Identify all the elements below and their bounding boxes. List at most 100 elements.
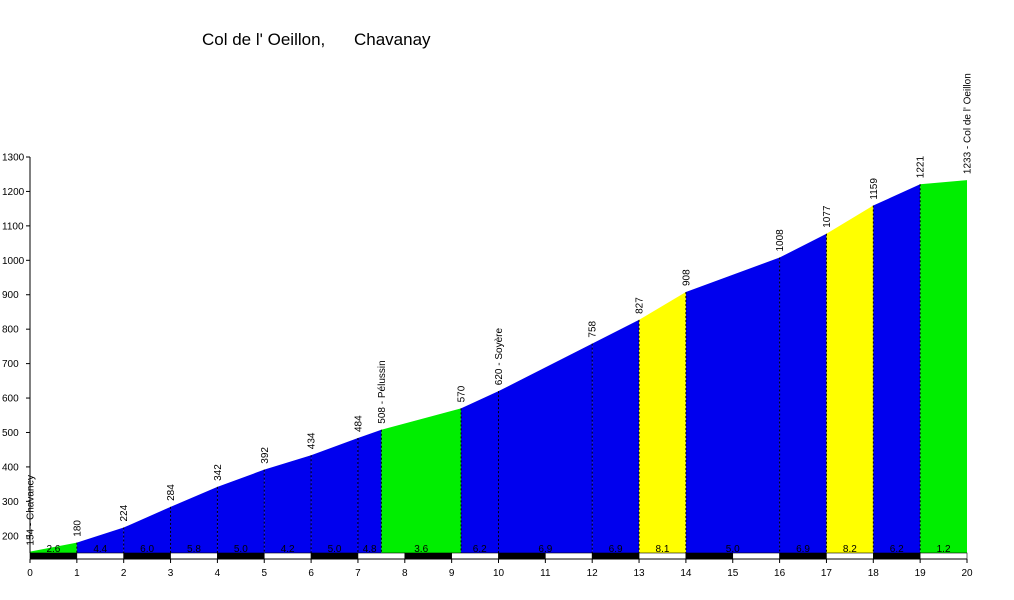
y-tick-label-400: 400 xyxy=(2,462,19,473)
y-tick-label-700: 700 xyxy=(2,359,19,370)
y-tick-label-1300: 1300 xyxy=(2,153,25,164)
km-strip-15 xyxy=(732,552,780,560)
gradient-label-9: 3.6 xyxy=(414,544,428,555)
elevation-label-18: 1233 - Col de l' Oeillon xyxy=(963,73,974,174)
x-tick-label-5: 5 xyxy=(261,568,267,579)
elevation-label-8: 508 - Pélussin xyxy=(377,360,388,423)
elevation-label-6: 434 xyxy=(307,432,318,449)
gradient-label-3: 6.0 xyxy=(140,544,154,555)
gradient-label-6: 4.2 xyxy=(281,544,295,555)
profile-segment-17 xyxy=(873,184,921,553)
km-strip-8 xyxy=(404,552,452,560)
x-tick-label-16: 16 xyxy=(774,568,786,579)
x-tick-label-13: 13 xyxy=(633,568,645,579)
y-tick-label-800: 800 xyxy=(2,325,19,336)
elevation-label-9: 570 xyxy=(457,385,468,402)
y-tick-label-1200: 1200 xyxy=(2,187,25,198)
elevation-label-11: 758 xyxy=(588,320,599,337)
gradient-label-4: 5.8 xyxy=(187,544,201,555)
gradient-label-12: 6.9 xyxy=(609,544,623,555)
elevation-label-16: 1159 xyxy=(869,178,880,200)
profile-segment-15 xyxy=(779,233,827,554)
x-tick-label-15: 15 xyxy=(727,568,739,579)
y-tick-label-600: 600 xyxy=(2,394,19,405)
gradient-label-10: 6.2 xyxy=(473,544,487,555)
profile-segment-7 xyxy=(311,437,358,553)
x-tick-label-18: 18 xyxy=(868,568,880,579)
axes-group: 2003004005006007008009001000110012001300… xyxy=(2,153,973,580)
x-tick-label-4: 4 xyxy=(215,568,221,579)
gradient-label-7: 5.0 xyxy=(328,544,342,555)
x-tick-label-1: 1 xyxy=(74,568,80,579)
km-strip-group: 2.6 4.4 6.0 5.8 5.0 4.2 5.0 4.8 3.6 6.2 6.9 6.9 8.1 5… xyxy=(29,544,968,560)
gradient-label-18: 1.2 xyxy=(937,544,951,555)
profile-segment-18 xyxy=(920,180,967,553)
y-tick-label-1000: 1000 xyxy=(2,256,25,267)
elevation-label-4: 342 xyxy=(213,464,224,481)
gradient-label-5: 5.0 xyxy=(234,544,248,555)
elevation-label-17: 1221 xyxy=(916,156,927,179)
x-tick-label-14: 14 xyxy=(680,568,692,579)
chart-title-row: Col de l' Oeillon, Chavanay xyxy=(0,30,1014,60)
gradient-label-1: 2.6 xyxy=(46,544,60,555)
elevation-label-14: 1008 xyxy=(775,229,786,252)
profile-segment-10 xyxy=(461,391,499,553)
gradient-label-2: 4.4 xyxy=(93,544,107,555)
y-tick-label-200: 200 xyxy=(2,531,19,542)
elevation-label-12: 827 xyxy=(635,297,646,314)
x-tick-label-10: 10 xyxy=(493,568,505,579)
x-tick-label-0: 0 xyxy=(27,568,33,579)
elevation-label-2: 224 xyxy=(119,504,130,521)
gradient-label-17: 6.2 xyxy=(890,544,904,555)
elevation-label-3: 284 xyxy=(166,484,177,501)
profile-segment-12 xyxy=(592,319,640,553)
x-tick-label-19: 19 xyxy=(915,568,927,579)
x-tick-label-12: 12 xyxy=(587,568,599,579)
gradient-label-15: 6.9 xyxy=(796,544,810,555)
y-tick-label-900: 900 xyxy=(2,290,19,301)
profile-segment-5 xyxy=(217,469,265,553)
x-tick-label-8: 8 xyxy=(402,568,408,579)
x-tick-label-9: 9 xyxy=(449,568,455,579)
profile-segment-16 xyxy=(826,205,874,554)
profile-segment-8 xyxy=(357,429,382,553)
elevation-label-5: 392 xyxy=(260,447,271,464)
profile-segment-4 xyxy=(170,486,218,553)
gradient-label-16: 8.2 xyxy=(843,544,857,555)
x-tick-label-7: 7 xyxy=(355,568,361,579)
chart-title: Col de l' Oeillon, xyxy=(202,30,326,49)
y-tick-label-300: 300 xyxy=(2,497,19,508)
profile-segment-14 xyxy=(685,257,780,553)
profile-segment-13 xyxy=(639,291,686,553)
x-tick-label-17: 17 xyxy=(821,568,833,579)
x-tick-label-11: 11 xyxy=(540,568,551,579)
gradient-label-8: 4.8 xyxy=(363,544,377,555)
km-strip-11 xyxy=(545,552,593,560)
y-tick-label-500: 500 xyxy=(2,428,19,439)
x-tick-label-6: 6 xyxy=(308,568,314,579)
elevation-label-13: 908 xyxy=(681,269,692,286)
km-divider-group xyxy=(76,184,921,553)
profile-segment-2 xyxy=(76,527,124,553)
gradient-label-14: 5.0 xyxy=(726,544,740,555)
elevation-label-7: 484 xyxy=(353,415,364,432)
elevation-label-0: 154 - Chavaney xyxy=(26,475,37,546)
x-tick-label-3: 3 xyxy=(168,568,174,579)
profile-fill-group xyxy=(30,180,967,554)
profile-segment-11 xyxy=(498,343,593,553)
gradient-label-13: 8.1 xyxy=(656,544,670,555)
profile-segment-9 xyxy=(381,408,462,553)
x-tick-label-20: 20 xyxy=(961,568,973,579)
profile-segment-1 xyxy=(30,542,77,553)
profile-segment-3 xyxy=(123,506,171,553)
profile-segment-6 xyxy=(264,455,312,553)
elevation-label-10: 620 - Soyère xyxy=(494,328,505,386)
gradient-label-11: 6.9 xyxy=(538,544,552,555)
y-tick-label-1100: 1100 xyxy=(2,221,24,232)
elevation-label-group: 154 - Chavaney 180 224 284 342 392 434 484 508 -… xyxy=(26,73,974,545)
chart-subtitle: Chavanay xyxy=(354,30,431,49)
elevation-label-15: 1077 xyxy=(822,205,833,228)
x-tick-label-2: 2 xyxy=(121,568,127,579)
elevation-label-1: 180 xyxy=(72,520,83,537)
